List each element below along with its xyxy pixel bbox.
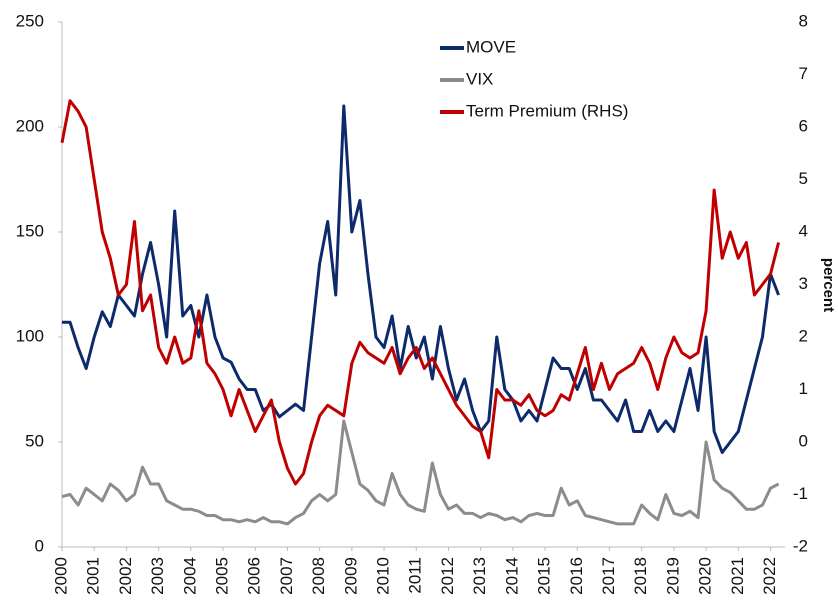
legend-label: VIX — [466, 69, 493, 88]
x-tick-label: 2010 — [374, 557, 393, 595]
y2-tick-label: 4 — [799, 221, 808, 240]
y-tick-label: 0 — [35, 536, 44, 555]
x-tick-label: 2016 — [567, 557, 586, 595]
y-tick-label: 250 — [16, 11, 44, 30]
y2-tick-label: 3 — [799, 274, 808, 293]
x-tick-label: 2020 — [696, 557, 715, 595]
y-tick-label: 200 — [16, 116, 44, 135]
series-line — [60, 99, 781, 486]
x-tick-label: 2011 — [406, 557, 425, 594]
x-tick-label: 2012 — [438, 557, 457, 595]
y2-tick-label: 0 — [799, 431, 808, 450]
y-tick-label: 100 — [16, 326, 44, 345]
x-tick-label: 2005 — [213, 557, 232, 595]
x-tick-label: 2019 — [663, 557, 682, 595]
y2-tick-label: 8 — [799, 11, 808, 30]
x-tick-label: 2013 — [470, 557, 489, 595]
x-tick-label: 2004 — [180, 557, 199, 595]
y2-tick-label: 5 — [799, 169, 808, 188]
x-tick-label: 2022 — [760, 557, 779, 595]
y-tick-label: 150 — [16, 221, 44, 240]
x-tick-label: 2008 — [309, 557, 328, 595]
series-line — [62, 104, 780, 454]
x-tick-label: 2009 — [341, 557, 360, 595]
x-tick-label: 2021 — [728, 557, 747, 595]
legend-label: MOVE — [466, 37, 516, 56]
x-tick-label: 2001 — [84, 557, 103, 595]
x-tick-label: 2006 — [245, 557, 264, 595]
x-tick-label: 2015 — [535, 557, 554, 595]
y2-tick-label: 6 — [799, 116, 808, 135]
legend-label: Term Premium (RHS) — [466, 101, 628, 120]
x-tick-label: 2000 — [51, 557, 70, 595]
x-tick-label: 2003 — [148, 557, 167, 595]
x-tick-label: 2002 — [116, 557, 135, 595]
y2-tick-label: -1 — [793, 484, 808, 503]
x-tick-label: 2018 — [631, 557, 650, 595]
y2-tick-label: 1 — [799, 379, 808, 398]
y-tick-label: 50 — [25, 431, 44, 450]
x-tick-label: 2014 — [502, 557, 521, 595]
y2-tick-label: -2 — [793, 536, 808, 555]
y2-tick-label: 7 — [799, 64, 808, 83]
x-tick-label: 2017 — [599, 557, 618, 595]
series-line — [61, 419, 780, 526]
y2-axis-label: percent — [820, 258, 837, 312]
x-tick-label: 2007 — [277, 557, 296, 595]
y2-tick-label: 2 — [799, 326, 808, 345]
